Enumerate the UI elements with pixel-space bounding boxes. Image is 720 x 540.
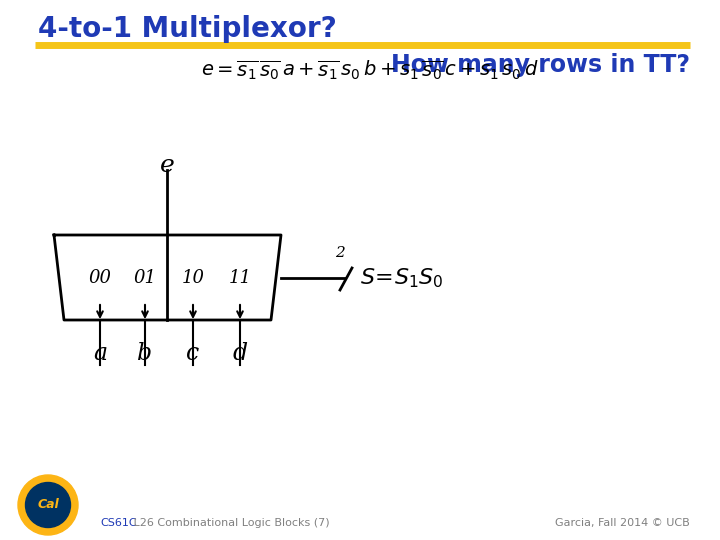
Text: d: d (233, 342, 248, 365)
Text: 11: 11 (228, 269, 251, 287)
Text: Garcia, Fall 2014 © UCB: Garcia, Fall 2014 © UCB (555, 518, 690, 528)
Text: 4-to-1 Multiplexor?: 4-to-1 Multiplexor? (38, 15, 337, 43)
Polygon shape (54, 235, 281, 320)
Text: L26 Combinational Logic Blocks (7): L26 Combinational Logic Blocks (7) (130, 518, 330, 528)
Text: Cal: Cal (37, 498, 59, 511)
Text: How many rows in TT?: How many rows in TT? (391, 53, 690, 77)
Text: a: a (93, 342, 107, 365)
Text: 01: 01 (133, 269, 156, 287)
Text: CS61C: CS61C (100, 518, 137, 528)
Text: c: c (186, 342, 199, 365)
Text: $e = \overline{s_1}\,\overline{s_0}\,a + \overline{s_1}\,s_0\,b + s_1\,\overline: $e = \overline{s_1}\,\overline{s_0}\,a +… (201, 58, 539, 82)
Text: e: e (160, 154, 174, 177)
Circle shape (25, 483, 71, 528)
Text: 10: 10 (181, 269, 204, 287)
Text: 00: 00 (89, 269, 112, 287)
Text: b: b (138, 342, 153, 365)
Text: $S\!=\!S_1S_0$: $S\!=\!S_1S_0$ (360, 266, 444, 290)
Circle shape (18, 475, 78, 535)
Text: 2: 2 (335, 246, 345, 260)
